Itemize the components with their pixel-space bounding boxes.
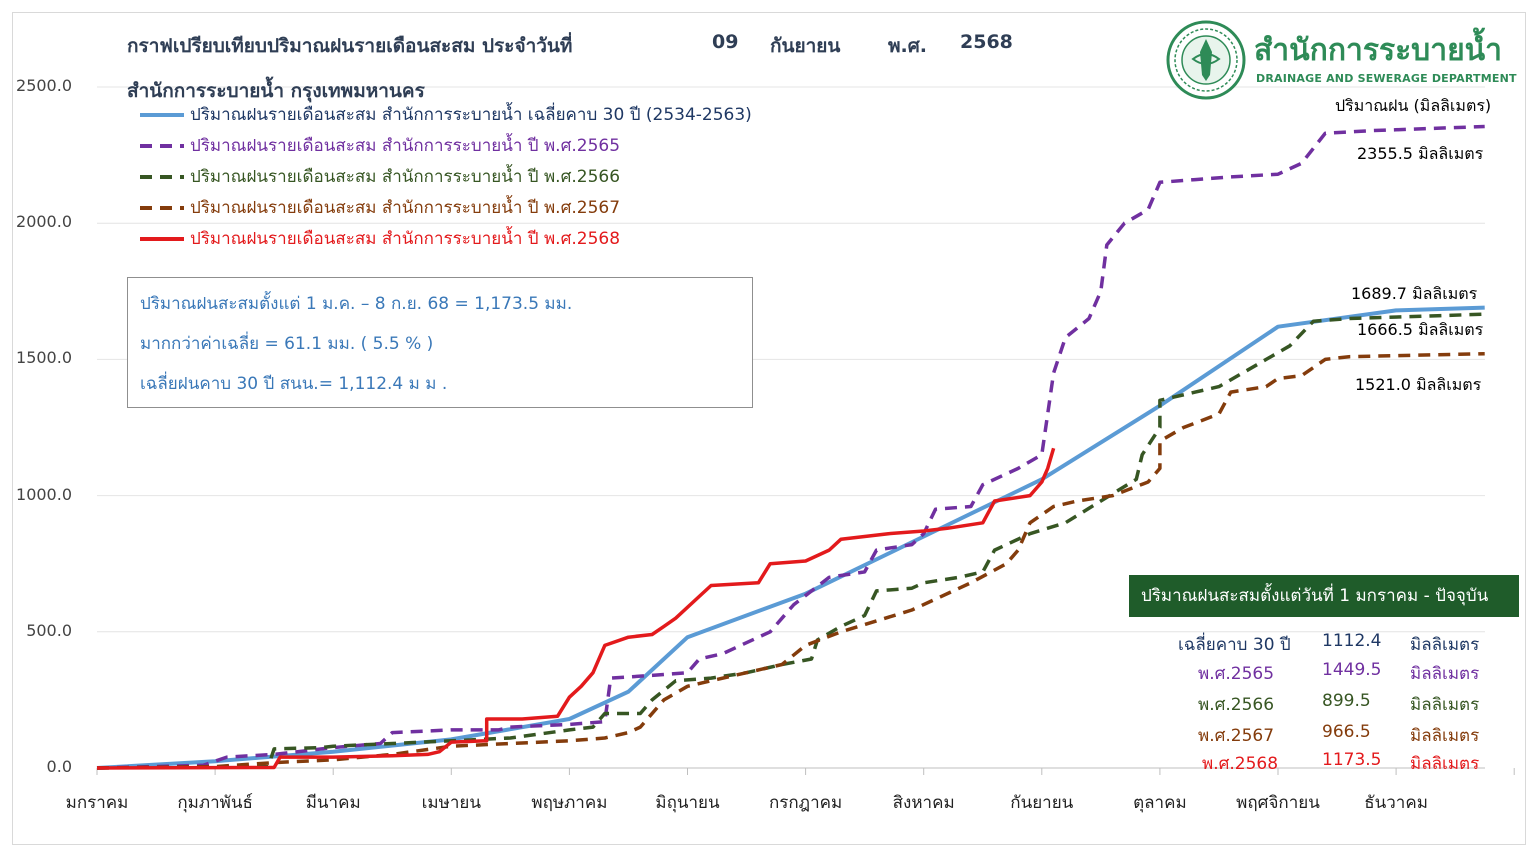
summary-value: 1112.4 <box>1322 631 1382 651</box>
x-tick-label: ตุลาคม <box>1133 793 1187 813</box>
chart-title-day: 09 <box>712 31 739 53</box>
chart-series <box>96 124 1485 770</box>
summary-header: ปริมาณฝนสะสมตั้งแต่วันที่ 1 มกราคม - ปัจ… <box>1129 575 1519 617</box>
legend-swatch <box>140 237 184 241</box>
chart-title-prefix: กราฟเปรียบเทียบปริมาณฝนรายเดือนสะสม ประจ… <box>127 35 573 57</box>
x-tick-label: มีนาคม <box>305 793 361 813</box>
chart-title-era: พ.ศ. <box>888 35 928 57</box>
legend-item: ปริมาณฝนรายเดือนสะสม สำนักการระบายน้ำ ปี… <box>138 196 778 220</box>
y-tick-label: 500.0 <box>26 620 72 640</box>
x-tick-label: สิงหาคม <box>892 793 955 813</box>
chart-title-year: 2568 <box>960 31 1013 53</box>
summary-unit: มิลลิเมตร <box>1410 664 1480 684</box>
summary-value: 1449.5 <box>1322 660 1382 680</box>
info-box: ปริมาณฝนสะสมตั้งแต่ 1 ม.ค. – 8 ก.ย. 68 =… <box>127 277 753 408</box>
x-tick-label: กรกฎาคม <box>768 793 843 813</box>
x-axis-ticks <box>96 768 1515 775</box>
chart-gridlines <box>97 86 1485 769</box>
x-tick-label: กันยายน <box>1010 793 1074 813</box>
series-line-1 <box>96 124 1485 770</box>
series-line-0 <box>96 305 1485 770</box>
summary-unit: มิลลิเมตร <box>1410 726 1480 746</box>
summary-label: พ.ศ.2566 <box>1198 695 1275 715</box>
chart-subtitle: สำนักการระบายน้ำ กรุงเทพมหานคร <box>127 80 425 102</box>
y-tick-label: 0.0 <box>46 757 72 776</box>
summary-unit: มิลลิเมตร <box>1410 635 1480 655</box>
info-line-total: ปริมาณฝนสะสมตั้งแต่ 1 ม.ค. – 8 ก.ย. 68 =… <box>140 294 573 314</box>
summary-unit: มิลลิเมตร <box>1410 695 1480 715</box>
summary-label: พ.ศ.2565 <box>1198 664 1275 684</box>
legend-item: ปริมาณฝนรายเดือนสะสม สำนักการระบายน้ำ ปี… <box>138 227 778 251</box>
series-line-4 <box>96 447 1056 770</box>
end-label-average: 1689.7 มิลลิเมตร <box>1351 284 1478 303</box>
legend-label: ปริมาณฝนรายเดือนสะสม สำนักการระบายน้ำ ปี… <box>190 198 621 218</box>
x-tick-label: พฤศจิกายน <box>1236 793 1320 813</box>
legend-label: ปริมาณฝนรายเดือนสะสม สำนักการระบายน้ำ ปี… <box>190 167 621 187</box>
end-label-2565: 2355.5 มิลลิเมตร <box>1357 144 1484 163</box>
summary-unit: มิลลิเมตร <box>1410 754 1480 774</box>
summary-value: 899.5 <box>1322 691 1371 711</box>
summary-value: 966.5 <box>1322 722 1371 742</box>
x-tick-label: เมษายน <box>421 793 481 813</box>
legend-item: ปริมาณฝนรายเดือนสะสม สำนักการระบายน้ำ ปี… <box>138 134 778 158</box>
summary-label: เฉลี่ยคาบ 30 ปี <box>1178 635 1291 655</box>
summary-label: พ.ศ.2568 <box>1202 754 1279 774</box>
legend-swatch <box>140 113 184 117</box>
y-tick-label: 1500.0 <box>16 348 72 368</box>
legend-item: ปริมาณฝนรายเดือนสะสม สำนักการระบายน้ำ ปี… <box>138 165 778 189</box>
end-label-2566: 1666.5 มิลลิเมตร <box>1357 320 1484 339</box>
logo-name-english: DRAINAGE AND SEWERAGE DEPARTMENT <box>1256 72 1517 85</box>
y-tick-label: 1000.0 <box>16 484 72 504</box>
legend-label: ปริมาณฝนรายเดือนสะสม สำนักการระบายน้ำ ปี… <box>190 229 621 249</box>
chart-frame <box>12 12 1526 845</box>
x-tick-label: มกราคม <box>65 793 129 813</box>
info-line-above-average: มากกว่าค่าเฉลี่ย = 61.1 มม. ( 5.5 % ) <box>140 334 434 354</box>
summary-label: พ.ศ.2567 <box>1198 726 1275 746</box>
x-tick-label: มิถุนายน <box>655 793 720 813</box>
x-tick-label: พฤษภาคม <box>531 793 608 813</box>
legend-label: ปริมาณฝนรายเดือนสะสม สำนักการระบายน้ำ เฉ… <box>190 105 752 125</box>
logo-name-thai: สำนักการระบายน้ำ <box>1254 33 1502 68</box>
legend-label: ปริมาณฝนรายเดือนสะสม สำนักการระบายน้ำ ปี… <box>190 136 621 156</box>
legend-swatch <box>140 206 184 210</box>
end-label-2567: 1521.0 มิลลิเมตร <box>1355 375 1482 394</box>
legend-item: ปริมาณฝนรายเดือนสะสม สำนักการระบายน้ำ เฉ… <box>138 103 778 127</box>
x-tick-label: ธันวาคม <box>1364 793 1428 813</box>
y-axis-unit-label: ปริมาณฝน (มิลลิเมตร) <box>1335 96 1492 115</box>
series-line-3 <box>96 351 1485 770</box>
chart-title-month: กันยายน <box>770 35 841 57</box>
legend-swatch <box>140 175 184 179</box>
y-tick-label: 2000.0 <box>16 212 72 232</box>
legend-swatch <box>140 144 184 148</box>
y-tick-label: 2500.0 <box>16 76 72 95</box>
dds-seal-icon <box>1166 20 1246 100</box>
x-tick-label: กุมภาพันธ์ <box>177 793 253 813</box>
info-line-30yr-average: เฉลี่ยฝนคาบ 30 ปี สนน.= 1,112.4 ม ม . <box>140 374 448 394</box>
summary-value: 1173.5 <box>1322 750 1382 770</box>
